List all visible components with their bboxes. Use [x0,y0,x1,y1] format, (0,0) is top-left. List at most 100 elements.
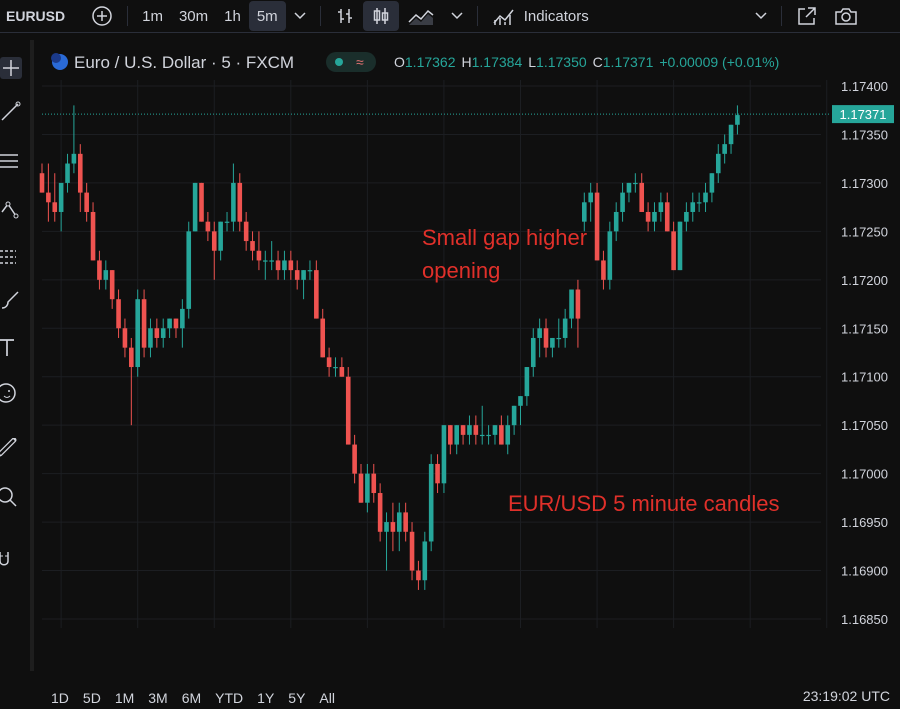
candle[interactable] [473,415,479,445]
candle[interactable] [365,463,370,513]
candle[interactable] [518,396,523,426]
price-axis[interactable]: 1.17400 1.17350 1.17300 1.17250 1.17200 1.171… [841,79,888,627]
candle[interactable] [288,250,294,280]
chevron-down-icon[interactable] [747,0,775,32]
candle[interactable] [160,318,166,348]
candle[interactable] [677,221,683,271]
magnet-icon[interactable] [0,548,22,570]
candle[interactable] [422,531,428,590]
crosshair-icon[interactable] [0,57,22,79]
candle[interactable] [448,425,453,455]
candle[interactable] [626,182,632,203]
candle[interactable] [645,202,651,232]
range-5d[interactable]: 5D [82,689,101,706]
candle[interactable] [454,425,459,455]
candle[interactable] [601,250,606,290]
candle[interactable] [333,357,338,377]
candle[interactable] [180,299,185,348]
candle[interactable] [109,270,115,309]
candle[interactable] [250,231,255,261]
candle[interactable] [314,260,319,319]
candle[interactable] [492,425,498,445]
candle[interactable] [339,357,345,377]
candle[interactable] [556,318,562,348]
candle[interactable] [499,415,504,445]
candle[interactable] [97,250,102,290]
candle[interactable] [390,502,396,552]
candle[interactable] [358,463,364,503]
trend-line-icon[interactable] [0,100,22,122]
prediction-icon[interactable] [0,246,22,268]
emoji-icon[interactable] [0,382,22,404]
candle[interactable] [199,182,204,222]
candle[interactable] [384,512,389,571]
candlestick-chart[interactable]: Euro / U.S. Dollar · 5 · FXCM ≈ O1.17362… [36,40,900,666]
candle[interactable] [620,182,625,222]
interval-1h[interactable]: 1h [224,7,241,25]
brush-icon[interactable] [0,288,22,310]
candle[interactable] [211,221,217,280]
candle[interactable] [403,502,408,542]
candle[interactable] [58,182,64,232]
candle[interactable] [71,105,77,174]
symbol-search[interactable]: EURUSD [6,8,66,24]
candle[interactable] [709,173,715,203]
candle[interactable] [613,202,619,242]
candle[interactable] [46,163,51,222]
candle[interactable] [263,250,268,280]
candle[interactable] [658,192,664,222]
interval-30m[interactable]: 30m [178,7,209,25]
candle[interactable] [409,522,415,581]
pattern-icon[interactable] [0,198,22,220]
candle[interactable] [218,221,223,261]
area-chart-type-icon[interactable] [399,0,443,32]
range-1d[interactable]: 1D [51,689,69,706]
candle[interactable] [594,182,600,261]
candle[interactable] [116,289,121,338]
candle[interactable] [148,318,153,358]
candle[interactable] [371,463,377,503]
candle[interactable] [173,318,179,338]
candle[interactable] [728,124,734,154]
horizontal-lines-icon[interactable] [0,150,22,172]
range-1y[interactable]: 1Y [257,689,275,706]
candle[interactable] [396,502,402,552]
utc-clock[interactable]: 23:19:02 UTC [802,688,890,704]
candle[interactable] [652,202,657,232]
candle[interactable] [275,250,281,280]
interval-1m[interactable]: 1m [142,7,163,25]
candle[interactable] [428,454,434,552]
ruler-icon[interactable] [0,437,22,460]
candle[interactable] [84,182,89,222]
candle[interactable] [690,192,696,222]
candle[interactable] [664,192,670,232]
range-1m[interactable]: 1M [114,689,135,706]
candle[interactable] [231,163,236,232]
candle[interactable] [243,211,249,251]
candle[interactable] [192,182,198,232]
candle[interactable] [684,202,689,232]
candle[interactable] [511,405,517,435]
candle[interactable] [550,337,555,358]
range-all[interactable]: All [319,689,335,706]
interval-dropdown-chevron-icon[interactable] [286,0,314,32]
candle[interactable] [537,318,542,358]
candle[interactable] [639,173,645,212]
indicators-button[interactable]: Indicators [484,0,597,32]
candle[interactable] [345,367,351,445]
candle[interactable] [696,192,702,212]
candle[interactable] [103,260,109,290]
candle[interactable] [256,231,262,271]
candle[interactable] [377,483,383,542]
candle[interactable] [441,425,447,494]
candle[interactable] [582,192,587,232]
candle[interactable] [530,328,536,377]
candle[interactable] [237,173,243,232]
candle[interactable] [633,173,638,193]
candle[interactable] [294,260,300,290]
chart-pane[interactable]: Euro / U.S. Dollar · 5 · FXCM ≈ O1.17362… [36,40,900,666]
candle[interactable] [543,318,549,358]
candle[interactable] [65,153,70,193]
candle[interactable] [205,211,211,242]
range-3m[interactable]: 3M [148,689,168,706]
